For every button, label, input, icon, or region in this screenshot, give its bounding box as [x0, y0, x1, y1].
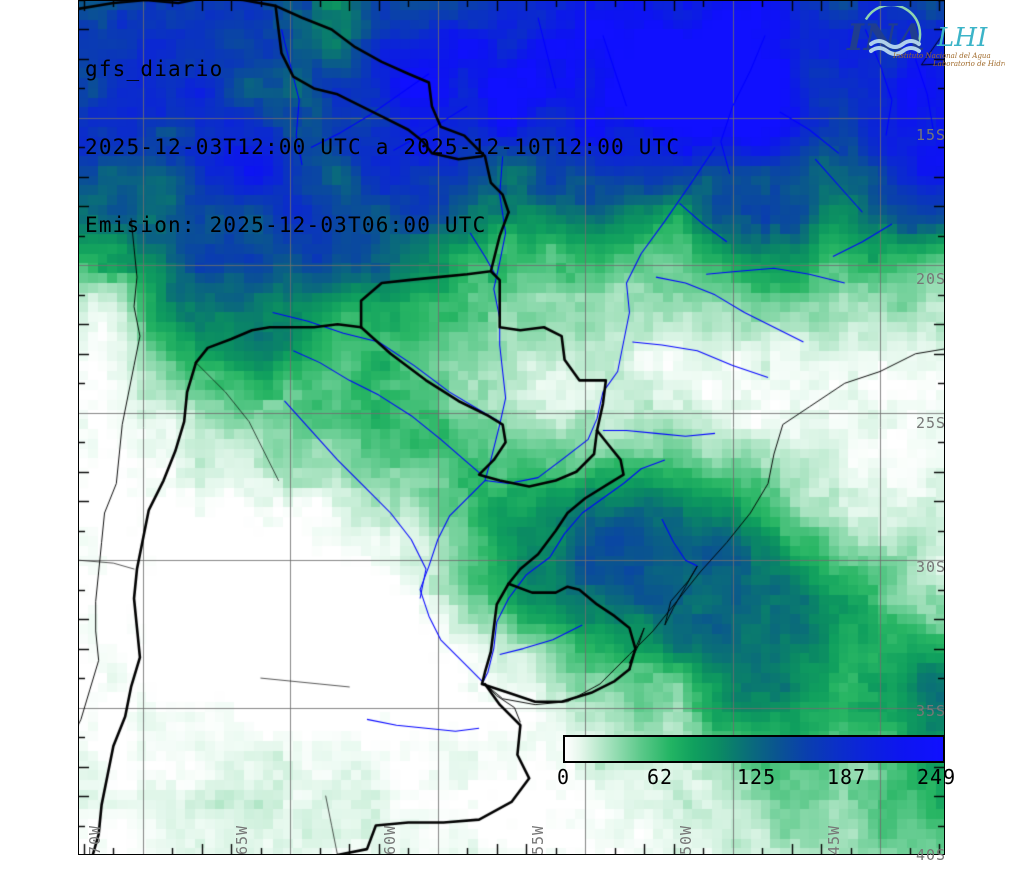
lat-label-40s-corner: 40S: [916, 846, 947, 864]
colorbar-gradient: [563, 735, 945, 763]
logo-lhi-text: LHI: [936, 23, 988, 53]
colorbar-tick-1: 62: [647, 765, 674, 789]
lat-label-35s: 35S: [916, 702, 947, 720]
lat-label-20s: 20S: [916, 270, 947, 288]
logo-subtitle-1: Instituto Nacional del Agua: [892, 52, 991, 60]
emission-time: Emision: 2025-12-03T06:00 UTC: [85, 213, 487, 237]
header-text-block: gfs_diario 2025-12-03T12:00 UTC a 2025-1…: [85, 4, 680, 290]
lon-label-55w: 55W: [529, 824, 547, 855]
lon-label-70w: 70W: [86, 824, 104, 855]
colorbar-tick-4: 249: [917, 765, 957, 789]
lon-label-45w: 45W: [825, 824, 843, 855]
logo-wave-icon: [869, 39, 921, 56]
colorbar-tick-2: 125: [737, 765, 777, 789]
lon-label-60w: 60W: [381, 824, 399, 855]
lat-label-30s: 30S: [916, 558, 947, 576]
borders-rivers-grid-overlay: [78, 0, 945, 855]
forecast-period: 2025-12-03T12:00 UTC a 2025-12-10T12:00 …: [85, 135, 681, 159]
lat-label-25s: 25S: [916, 414, 947, 432]
colorbar-tick-3: 187: [827, 765, 867, 789]
ina-lhi-logo: INA LHI Instituto Nacional del Agua Labo…: [845, 6, 1005, 68]
logo-subtitle-2: Laboratorio de Hidrologia: [932, 60, 1005, 68]
lat-label-15s: 15S: [916, 126, 947, 144]
lon-label-50w: 50W: [677, 824, 695, 855]
model-name: gfs_diario: [85, 57, 224, 81]
map-plot-area[interactable]: [78, 0, 945, 855]
colorbar-tick-0: 0: [557, 765, 571, 789]
lon-label-65w: 65W: [233, 824, 251, 855]
colorbar-legend: 0 62 125 187 249: [557, 735, 955, 795]
